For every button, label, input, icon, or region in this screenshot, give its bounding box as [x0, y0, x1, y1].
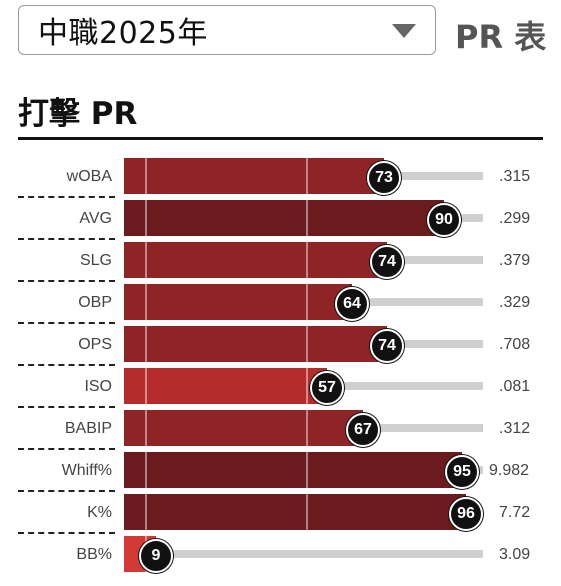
- percentile-bar: [124, 158, 384, 194]
- percentile-track: [401, 256, 483, 264]
- metric-row: BB% 9 3.09: [0, 532, 561, 576]
- bar-gridline: [306, 494, 308, 530]
- metric-value: .315: [499, 168, 531, 185]
- metric-value: .708: [499, 336, 531, 353]
- percentile-track: [170, 550, 483, 558]
- metric-label: AVG: [79, 210, 112, 227]
- percentile-badge: 67: [346, 413, 380, 447]
- metric-row: AVG 90 .299: [0, 196, 561, 240]
- percentile-bar: [124, 200, 444, 236]
- metric-row: Whiff% 95 9.982: [0, 448, 561, 492]
- percentile-badge: 9: [139, 539, 173, 573]
- row-separator: [18, 406, 115, 408]
- percentile-track: [366, 298, 483, 306]
- row-separator: [18, 490, 115, 492]
- bar-gridline: [306, 368, 308, 404]
- metric-value: 9.982: [489, 462, 530, 479]
- bar-gridline: [145, 410, 147, 446]
- bar-gridline: [306, 284, 308, 320]
- metric-label: wOBA: [66, 168, 112, 185]
- season-select-value: 中職2025年: [38, 16, 208, 51]
- percentile-bar: [124, 410, 363, 446]
- bar-gridline: [145, 158, 147, 194]
- metric-row: K% 96 7.72: [0, 490, 561, 534]
- bar-gridline: [145, 200, 147, 236]
- percentile-bar: [124, 284, 352, 320]
- metric-label: Whiff%: [61, 462, 112, 479]
- metric-label: SLG: [79, 252, 112, 269]
- metric-value: 7.72: [499, 504, 531, 521]
- metric-value: .329: [499, 294, 531, 311]
- percentile-badge: 96: [449, 497, 483, 531]
- metric-value: 3.09: [499, 546, 531, 563]
- section-divider: [18, 137, 543, 140]
- bar-gridline: [145, 326, 147, 362]
- metric-value: .299: [499, 210, 531, 227]
- row-separator: [18, 196, 115, 198]
- metric-row: wOBA 73 .315: [0, 156, 561, 198]
- row-separator: [18, 238, 115, 240]
- percentile-track: [476, 466, 483, 474]
- percentile-badge: 73: [367, 161, 401, 195]
- metric-row: SLG 74 .379: [0, 238, 561, 282]
- metric-label: ISO: [84, 378, 112, 395]
- bar-gridline: [145, 494, 147, 530]
- percentile-track: [398, 172, 483, 180]
- percentile-bar: [124, 368, 327, 404]
- percentile-bar: [124, 494, 466, 530]
- metric-label: K%: [87, 504, 112, 521]
- bar-gridline: [145, 242, 147, 278]
- metric-row: OBP 64 .329: [0, 280, 561, 324]
- percentile-badge: 74: [370, 245, 404, 279]
- bar-gridline: [145, 284, 147, 320]
- metric-label: BB%: [76, 546, 112, 563]
- percentile-badge: 57: [310, 371, 344, 405]
- pr-table-label: PR 表: [455, 18, 547, 56]
- metric-row: OPS 74 .708: [0, 322, 561, 366]
- metric-label: OPS: [78, 336, 112, 353]
- bar-gridline: [306, 452, 308, 488]
- bar-gridline: [306, 410, 308, 446]
- bar-gridline: [145, 368, 147, 404]
- percentile-track: [401, 340, 483, 348]
- percentile-track: [458, 214, 483, 222]
- bar-gridline: [306, 158, 308, 194]
- percentile-bar: [124, 326, 387, 362]
- bar-gridline: [306, 326, 308, 362]
- percentile-badge: 90: [427, 203, 461, 237]
- percentile-bar: [124, 242, 387, 278]
- bar-gridline: [306, 242, 308, 278]
- percentile-bar: [124, 452, 462, 488]
- percentile-track: [377, 424, 483, 432]
- metric-row: BABIP 67 .312: [0, 406, 561, 450]
- percentile-badge: 95: [445, 455, 479, 489]
- chevron-down-icon: [392, 24, 416, 38]
- metric-value: .081: [499, 378, 531, 395]
- row-separator: [18, 280, 115, 282]
- percentile-track: [341, 382, 483, 390]
- row-separator: [18, 364, 115, 366]
- metric-label: BABIP: [64, 420, 112, 437]
- metric-label: OBP: [78, 294, 112, 311]
- metric-value: .312: [499, 420, 531, 437]
- season-select[interactable]: 中職2025年: [18, 5, 436, 55]
- percentile-badge: 64: [335, 287, 369, 321]
- row-separator: [18, 448, 115, 450]
- section-title: 打擊 PR: [18, 96, 138, 132]
- percentile-badge: 74: [370, 329, 404, 363]
- metric-row: ISO 57 .081: [0, 364, 561, 408]
- row-separator: [18, 532, 115, 534]
- row-separator: [18, 322, 115, 324]
- metric-value: .379: [499, 252, 531, 269]
- bar-gridline: [145, 452, 147, 488]
- bar-gridline: [306, 200, 308, 236]
